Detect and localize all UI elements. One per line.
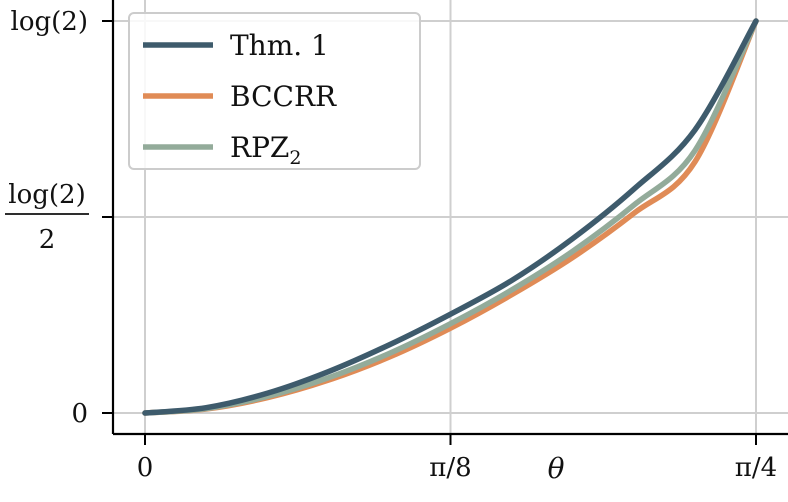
legend-item: Thm. 1 <box>143 29 329 62</box>
ticks: 0 π/8 π/4 0 log(2) 2 log(2) <box>5 7 777 483</box>
legend: Thm. 1 BCCRR RPZ2 <box>128 12 421 170</box>
x-tick-label: 0 <box>137 453 154 483</box>
legend-item: RPZ2 <box>143 131 301 169</box>
legend-box <box>128 12 421 170</box>
legend-label: Thm. 1 <box>230 29 329 62</box>
legend-label-text: Thm. 1 <box>230 29 329 62</box>
y-tick-label-fraction: log(2) 2 <box>5 180 89 255</box>
legend-item: BCCRR <box>143 80 337 113</box>
x-tick-label: π/8 <box>429 453 471 483</box>
y-tick-label-denominator: 2 <box>39 225 56 255</box>
legend-label-text: RPZ <box>230 131 289 164</box>
x-tick-label: π/4 <box>735 453 777 483</box>
legend-label: RPZ2 <box>230 131 301 169</box>
y-tick-label: 0 <box>71 399 88 429</box>
series-lines <box>142 18 759 416</box>
legend-label-subscript: 2 <box>289 147 301 169</box>
series-line-thm-1 <box>142 18 759 416</box>
y-tick-label: log(2) <box>11 7 88 37</box>
series-line-rpz <box>142 18 759 416</box>
legend-label-text: BCCRR <box>230 80 337 113</box>
legend-label: BCCRR <box>230 80 337 113</box>
y-tick-label-numerator: log(2) <box>8 180 85 210</box>
x-axis-label: θ <box>548 452 565 485</box>
